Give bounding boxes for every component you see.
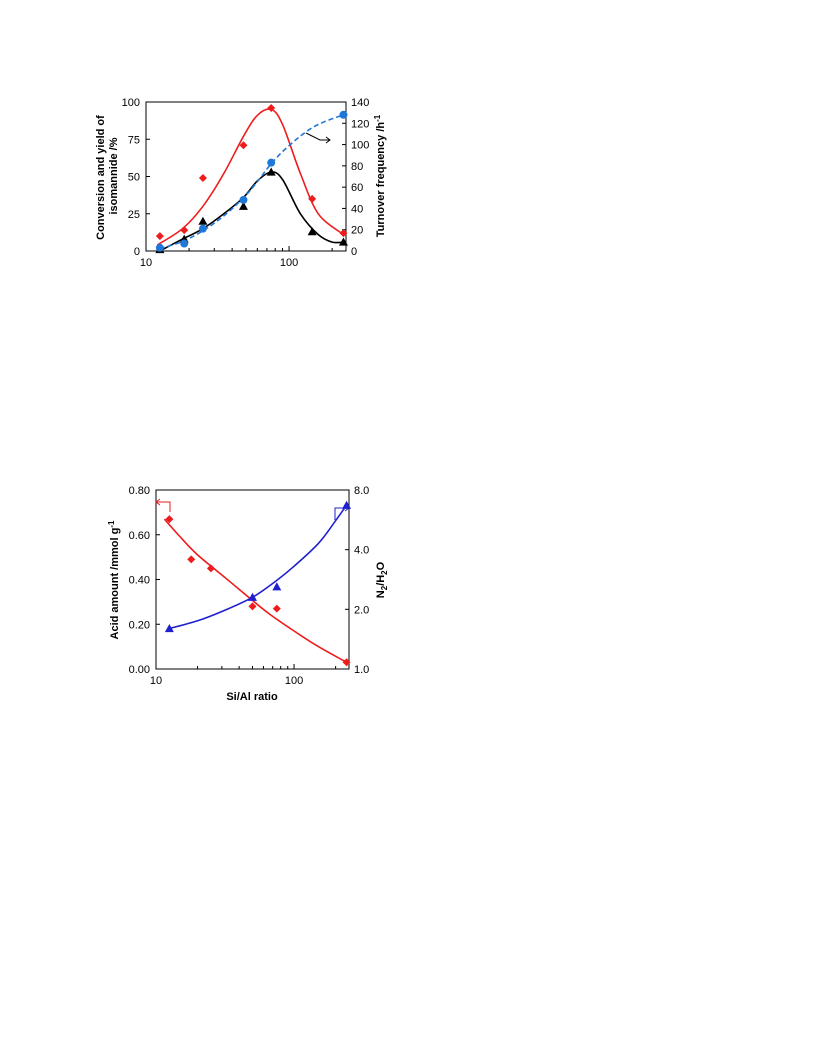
chart-2-markers — [164, 500, 352, 667]
chart-1: 0 25 50 75 100 0 20 40 60 80 100 120 140 10 100 Conver… — [95, 97, 387, 269]
y-tick-label: 50 — [128, 172, 140, 184]
data-point-diamond — [239, 141, 248, 150]
y-tick-label: 0.60 — [129, 530, 150, 542]
data-point-diamond — [198, 173, 207, 182]
chart-2-y2-label-sub1: 2 — [380, 585, 389, 590]
data-point-diamond — [272, 604, 281, 613]
x-tick-label: 10 — [140, 257, 152, 269]
y2-tick-label: 8.0 — [354, 485, 369, 497]
y-tick-label: 0.00 — [129, 664, 150, 676]
y-tick-label: 0.20 — [129, 619, 150, 631]
data-point-diamond — [248, 602, 257, 611]
chart-1-y2-label-sup: -1 — [373, 114, 382, 122]
chart-1-y2-axis-label: Turnover frequency /h-1 — [373, 114, 387, 237]
chart-1-markers — [155, 103, 348, 254]
fit-curve-series-0 — [163, 518, 347, 664]
data-point-diamond — [155, 232, 164, 241]
data-point-circle — [155, 243, 164, 252]
chart-2-y2-label-mid: /H — [375, 575, 387, 586]
y2-tick-label: 1.0 — [354, 664, 369, 676]
data-point-diamond — [339, 229, 348, 238]
data-point-circle — [239, 195, 248, 204]
chart-2: 0.00 0.20 0.40 0.60 0.80 1.0 2.0 4.0 8.0 10 100 Ac… — [107, 485, 389, 703]
y2-tick-label: 2.0 — [354, 604, 369, 616]
data-point-triangle — [198, 216, 208, 225]
chart-2-y-label-sup: -1 — [107, 520, 116, 528]
chart-2-arrow-left-axis — [155, 498, 171, 512]
y-tick-label: 75 — [128, 134, 140, 146]
y2-tick-label: 20 — [351, 225, 363, 237]
data-point-diamond — [187, 555, 196, 564]
data-point-circle — [198, 224, 207, 233]
y-tick-label: 25 — [128, 209, 140, 221]
data-point-diamond — [342, 658, 351, 667]
chart-1-ticks: 0 25 50 75 100 0 20 40 60 80 100 120 140 10 100 — [122, 97, 370, 269]
data-point-triangle — [238, 201, 248, 210]
chart-2-y2-axis-label: N2/H2O — [375, 561, 389, 598]
y2-tick-label: 140 — [351, 97, 369, 109]
chart-2-y2-label-end: O — [375, 561, 387, 570]
x-tick-label: 10 — [150, 675, 162, 687]
chart-2-ticks: 0.00 0.20 0.40 0.60 0.80 1.0 2.0 4.0 8.0 10 100 — [129, 485, 370, 687]
chart-2-plot-frame — [155, 489, 350, 670]
y2-tick-label: 4.0 — [354, 545, 369, 557]
y2-tick-label: 60 — [351, 182, 363, 194]
data-point-triangle — [342, 500, 352, 509]
x-tick-label: 100 — [280, 257, 298, 269]
fit-curve-series-1 — [169, 504, 348, 630]
data-point-diamond — [267, 103, 276, 112]
data-point-circle — [339, 110, 348, 119]
chart-1-plot-frame — [145, 101, 347, 252]
chart-2-arrow-right-axis — [334, 504, 350, 520]
chart-2-y-axis-label: Acid amount /mmol g-1 — [107, 520, 121, 640]
data-point-triangle — [338, 237, 348, 246]
data-point-diamond — [206, 564, 215, 573]
data-point-diamond — [165, 515, 174, 524]
chart-2-x-axis-label: Si/Al ratio — [226, 691, 278, 703]
data-point-triangle — [266, 167, 276, 176]
y2-tick-label: 80 — [351, 161, 363, 173]
y2-tick-label: 40 — [351, 203, 363, 215]
y-tick-label: 0 — [134, 246, 140, 258]
chart-2-y2-label-sub2: 2 — [380, 570, 389, 575]
data-point-triangle — [248, 592, 257, 601]
y-tick-label: 0.40 — [129, 575, 150, 587]
data-point-circle — [180, 239, 189, 248]
data-point-triangle — [164, 624, 174, 633]
chart-1-y-axis-label-line1: Conversion and yield of — [95, 115, 107, 240]
y2-tick-label: 100 — [351, 140, 369, 152]
data-point-triangle — [307, 227, 317, 236]
data-point-circle — [267, 158, 276, 167]
chart-1-y-axis-label-line2: isomannide /% — [108, 137, 120, 214]
fit-curve-series-0 — [156, 108, 345, 246]
data-point-diamond — [308, 194, 317, 203]
x-tick-label: 100 — [285, 675, 303, 687]
y-tick-label: 0.80 — [129, 485, 150, 497]
data-point-triangle — [272, 582, 282, 591]
y-tick-label: 100 — [122, 97, 140, 109]
chart-2-fit-curves — [163, 504, 348, 664]
chart-1-arrow-right-axis — [305, 132, 331, 144]
y2-tick-label: 0 — [351, 246, 357, 258]
data-point-diamond — [180, 226, 189, 235]
chart-1-y-axis-label: Conversion and yield of isomannide /% — [95, 112, 120, 240]
fit-curve-series-2 — [159, 114, 344, 250]
y2-tick-label: 120 — [351, 118, 369, 130]
